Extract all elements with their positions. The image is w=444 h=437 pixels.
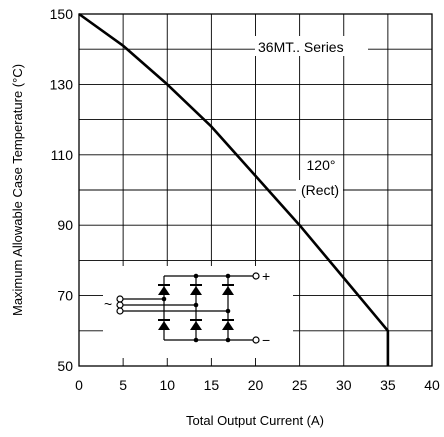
condition-label-line2: (Rect) xyxy=(301,182,339,198)
y-tick-label: 50 xyxy=(57,358,73,374)
x-axis-label: Total Output Current (A) xyxy=(186,413,324,428)
x-tick-label: 15 xyxy=(204,377,220,393)
y-tick-label: 70 xyxy=(57,288,73,304)
y-tick-label: 110 xyxy=(51,147,74,163)
plus-terminal-label: + xyxy=(262,268,270,284)
x-tick-label: 5 xyxy=(119,377,127,393)
x-tick-label: 40 xyxy=(424,377,440,393)
tick-labels: 0 5 10 15 20 25 30 35 40 50 70 90 110 130 150 xyxy=(50,6,440,393)
x-tick-label: 20 xyxy=(248,377,264,393)
y-tick-label: 150 xyxy=(50,6,74,22)
x-tick-label: 30 xyxy=(336,377,352,393)
y-tick-label: 90 xyxy=(57,217,73,233)
y-axis-label: Maximum Allowable Case Temperature (°C) xyxy=(10,64,25,316)
series-label: 36MT.. Series xyxy=(258,39,344,55)
x-tick-label: 35 xyxy=(380,377,396,393)
condition-label-bg xyxy=(296,180,343,200)
series-line xyxy=(78,12,390,366)
condition-label-line1: 120° xyxy=(307,157,336,173)
plot-frame xyxy=(78,13,433,367)
x-tick-label: 10 xyxy=(159,377,175,393)
diode-symbols xyxy=(158,273,234,343)
ac-input-label: ~ xyxy=(104,296,112,312)
minus-terminal-label: − xyxy=(262,332,270,348)
bridge-rectifier-schematic: + − ~ xyxy=(103,266,293,358)
schematic-bg xyxy=(103,266,293,358)
y-tick-label: 130 xyxy=(50,76,74,92)
series-label-bg xyxy=(255,36,368,56)
x-tick-label: 0 xyxy=(75,377,83,393)
x-tick-label: 25 xyxy=(292,377,308,393)
